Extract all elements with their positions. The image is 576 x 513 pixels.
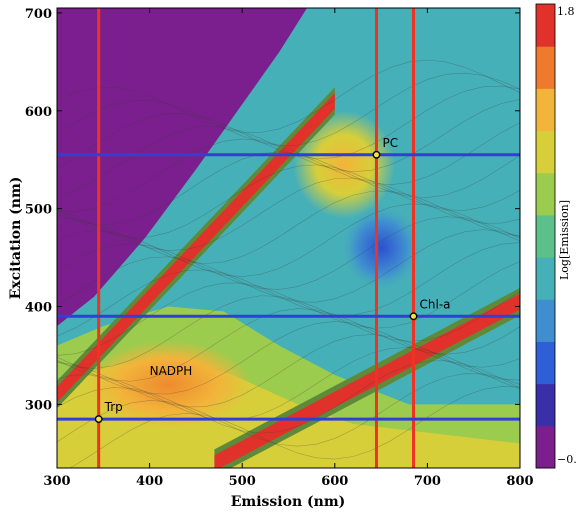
peak-marker — [372, 150, 381, 159]
colorbar-band — [536, 25, 555, 47]
nadph-peak — [84, 340, 252, 429]
x-tick-label: 800 — [506, 474, 533, 489]
second-order-scatter-band — [214, 287, 520, 468]
colorbar-band — [536, 4, 555, 26]
y-tick-label: 400 — [25, 301, 52, 316]
contour-line — [57, 151, 520, 225]
x-axis-title: Emission (nm) — [231, 494, 346, 510]
peak-marker — [409, 312, 418, 321]
annotation-label: Trp — [104, 400, 123, 414]
reference-lines — [57, 8, 520, 468]
contour-line — [57, 308, 520, 382]
first-order-scatter-band — [57, 87, 335, 409]
annotations: Trp NADPH PC Chl-a — [94, 136, 451, 423]
y-tick-label: 700 — [25, 7, 52, 22]
y-tick-label: 300 — [25, 398, 52, 413]
low-emission-pocket — [339, 203, 423, 292]
contour-line — [57, 347, 520, 421]
contour-lines — [57, 59, 520, 468]
colorbar-band — [536, 425, 555, 448]
contour-line — [57, 72, 520, 146]
colorbar-band — [536, 151, 555, 174]
annotation-label: NADPH — [150, 364, 193, 378]
scatter-band-core — [57, 93, 335, 403]
contour-line — [57, 321, 520, 395]
colorbar-band — [536, 362, 555, 385]
colorbar-min-label: −0.2 — [557, 453, 576, 466]
scatter-band-core — [214, 293, 520, 468]
colorbar-band — [536, 67, 555, 89]
x-tick-label: 500 — [229, 474, 256, 489]
colorbar-band — [536, 404, 555, 427]
colorbar-max-label: 1.8 — [557, 5, 575, 18]
contour-line — [57, 85, 520, 170]
colorbar-band — [536, 341, 555, 364]
contour-line — [57, 373, 520, 447]
contour-line — [57, 203, 520, 277]
x-tick-label: 700 — [414, 474, 441, 489]
colorbar-band — [536, 320, 555, 342]
annotation-label: Chl-a — [420, 297, 451, 311]
colorbar-band — [536, 130, 555, 153]
peak-marker — [94, 415, 103, 423]
x-tick-label: 400 — [136, 474, 163, 489]
y-axis: 300 400 500 600 700 — [25, 7, 520, 413]
colorbar-band — [536, 299, 555, 321]
contour-line — [57, 190, 520, 264]
contour-line — [57, 122, 520, 212]
colorbar — [535, 3, 556, 469]
colorbar-band — [536, 214, 555, 237]
contour-line — [57, 291, 520, 369]
contour-line — [69, 386, 520, 468]
contour-line — [57, 334, 520, 408]
colorbar-band — [536, 278, 555, 300]
contour-line — [57, 229, 520, 307]
contour-line — [57, 242, 520, 337]
colorbar-band — [536, 109, 555, 132]
colorbar-band — [536, 193, 555, 216]
colorbar-band — [536, 383, 555, 406]
annotation-label: PC — [382, 136, 398, 150]
contour-line — [57, 216, 520, 290]
colorbar-band — [536, 172, 555, 195]
contour-line — [57, 261, 520, 356]
colorbar-band — [536, 236, 555, 258]
x-axis: 300 400 500 600 700 800 — [43, 8, 534, 489]
colorbar-band — [536, 88, 555, 110]
x-tick-label: 300 — [43, 474, 70, 489]
contour-line — [57, 59, 520, 133]
contour-line — [57, 360, 520, 434]
x-tick-label: 600 — [321, 474, 348, 489]
y-axis-title: Excitation (nm) — [8, 177, 24, 300]
pc-peak — [293, 110, 395, 219]
colorbar-band — [536, 446, 555, 469]
y-tick-label: 500 — [25, 203, 52, 218]
y-tick-label: 600 — [25, 105, 52, 120]
plot-area — [57, 8, 520, 468]
colorbar-title: Log[Emission] — [558, 200, 571, 280]
colorbar-band — [536, 257, 555, 279]
contour-line — [57, 164, 520, 238]
colorbar-frame — [535, 3, 556, 469]
contour-line — [57, 177, 520, 251]
plot-frame — [56, 7, 521, 469]
colorbar-band — [536, 46, 555, 68]
